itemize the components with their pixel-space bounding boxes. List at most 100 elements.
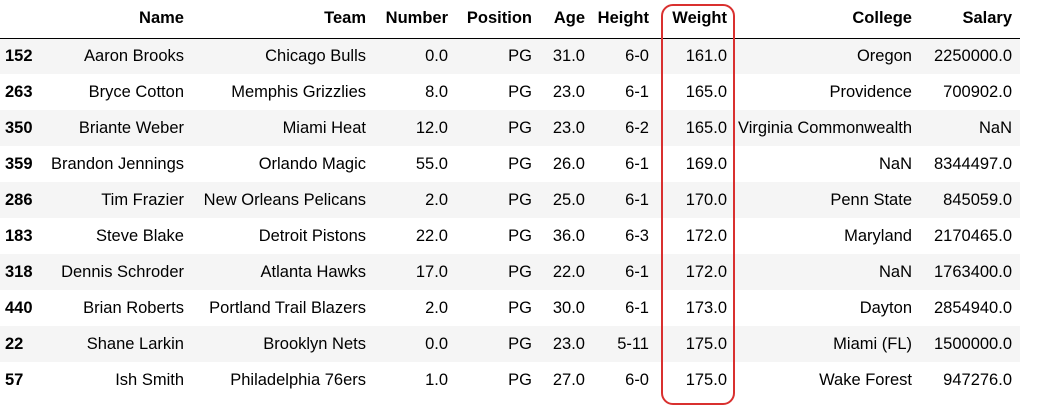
- cell-height: 6-2: [625, 118, 649, 137]
- cell-weight: 165.0: [685, 82, 727, 101]
- cell-position: PG: [508, 190, 532, 209]
- cell-college: Miami (FL): [833, 334, 912, 353]
- table-row: 152 Aaron Brooks Chicago Bulls 0.0 PG 31…: [0, 38, 1020, 74]
- cell-name: Ish Smith: [115, 370, 184, 389]
- cell-name: Tim Frazier: [101, 190, 184, 209]
- cell-height: 6-3: [625, 226, 649, 245]
- cell-position: PG: [508, 370, 532, 389]
- cell-height: 6-1: [625, 262, 649, 281]
- cell-age: 36.0: [552, 226, 585, 245]
- header-age: Age: [540, 0, 593, 39]
- cell-position: PG: [508, 82, 532, 101]
- cell-position: PG: [508, 46, 532, 65]
- header-salary: Salary: [920, 0, 1020, 39]
- table-row: 263 Bryce Cotton Memphis Grizzlies 8.0 P…: [0, 74, 1020, 110]
- cell-team: New Orleans Pelicans: [203, 190, 366, 209]
- table-row: 183 Steve Blake Detroit Pistons 22.0 PG …: [0, 218, 1020, 254]
- row-index: 22: [5, 334, 24, 353]
- cell-weight: 170.0: [685, 190, 727, 209]
- cell-age: 23.0: [552, 82, 585, 101]
- table-header: Name Team Number Position Age Height Wei…: [0, 0, 1020, 39]
- cell-number: 17.0: [415, 262, 448, 281]
- cell-team: Brooklyn Nets: [263, 334, 366, 353]
- cell-name: Steve Blake: [95, 226, 184, 245]
- cell-age: 26.0: [552, 154, 585, 173]
- cell-age: 31.0: [552, 46, 585, 65]
- cell-position: PG: [508, 262, 532, 281]
- cell-salary: 700902.0: [943, 82, 1012, 101]
- cell-age: 30.0: [552, 298, 585, 317]
- cell-age: 27.0: [552, 370, 585, 389]
- cell-position: PG: [508, 334, 532, 353]
- cell-salary: 2250000.0: [934, 46, 1012, 65]
- cell-number: 8.0: [425, 82, 448, 101]
- row-index: 350: [5, 118, 33, 137]
- cell-weight: 175.0: [685, 334, 727, 353]
- cell-name: Dennis Schroder: [61, 262, 184, 281]
- row-index: 359: [5, 154, 33, 173]
- table-row: 57 Ish Smith Philadelphia 76ers 1.0 PG 2…: [0, 362, 1020, 398]
- header-team: Team: [192, 0, 374, 39]
- cell-height: 6-0: [625, 46, 649, 65]
- cell-number: 55.0: [415, 154, 448, 173]
- cell-name: Aaron Brooks: [84, 46, 184, 65]
- cell-salary: 2854940.0: [934, 298, 1012, 317]
- cell-number: 0.0: [425, 334, 448, 353]
- cell-salary: 2170465.0: [934, 226, 1012, 245]
- cell-salary: NaN: [978, 118, 1012, 137]
- header-row: Name Team Number Position Age Height Wei…: [0, 0, 1020, 39]
- dataframe-table-container: Name Team Number Position Age Height Wei…: [0, 0, 1020, 398]
- cell-age: 22.0: [552, 262, 585, 281]
- dataframe-table: Name Team Number Position Age Height Wei…: [0, 0, 1020, 398]
- table-body: 152 Aaron Brooks Chicago Bulls 0.0 PG 31…: [0, 38, 1020, 398]
- cell-team: Orlando Magic: [258, 154, 366, 173]
- table-row: 286 Tim Frazier New Orleans Pelicans 2.0…: [0, 182, 1020, 218]
- cell-position: PG: [508, 226, 532, 245]
- table-row: 350 Briante Weber Miami Heat 12.0 PG 23.…: [0, 110, 1020, 146]
- cell-number: 22.0: [415, 226, 448, 245]
- cell-number: 2.0: [425, 190, 448, 209]
- cell-salary: 8344497.0: [934, 154, 1012, 173]
- cell-name: Bryce Cotton: [88, 82, 184, 101]
- cell-salary: 845059.0: [943, 190, 1012, 209]
- header-height: Height: [593, 0, 657, 39]
- cell-weight: 165.0: [685, 118, 727, 137]
- cell-position: PG: [508, 298, 532, 317]
- cell-height: 5-11: [617, 334, 649, 353]
- header-name: Name: [42, 0, 192, 39]
- cell-age: 23.0: [552, 118, 585, 137]
- cell-age: 25.0: [552, 190, 585, 209]
- cell-college: Providence: [829, 82, 912, 101]
- cell-college: NaN: [878, 262, 912, 281]
- cell-position: PG: [508, 118, 532, 137]
- header-position: Position: [456, 0, 540, 39]
- cell-name: Briante Weber: [78, 118, 184, 137]
- cell-name: Brandon Jennings: [50, 154, 184, 173]
- header-number: Number: [374, 0, 456, 39]
- header-index: [0, 0, 42, 39]
- row-index: 57: [5, 370, 24, 389]
- cell-number: 2.0: [425, 298, 448, 317]
- cell-team: Miami Heat: [282, 118, 366, 137]
- cell-college: Oregon: [856, 46, 912, 65]
- header-weight: Weight: [657, 0, 735, 39]
- table-row: 318 Dennis Schroder Atlanta Hawks 17.0 P…: [0, 254, 1020, 290]
- cell-college: Maryland: [844, 226, 912, 245]
- cell-team: Memphis Grizzlies: [231, 82, 366, 101]
- cell-salary: 947276.0: [943, 370, 1012, 389]
- cell-height: 6-0: [625, 370, 649, 389]
- cell-weight: 161.0: [685, 46, 727, 65]
- table-row: 359 Brandon Jennings Orlando Magic 55.0 …: [0, 146, 1020, 182]
- cell-number: 1.0: [425, 370, 448, 389]
- cell-weight: 175.0: [685, 370, 727, 389]
- cell-height: 6-1: [625, 154, 649, 173]
- row-index: 152: [5, 46, 33, 65]
- cell-college: Virginia Commonwealth: [738, 118, 912, 137]
- cell-weight: 172.0: [685, 226, 727, 245]
- cell-college: Penn State: [830, 190, 912, 209]
- row-index: 286: [5, 190, 33, 209]
- cell-salary: 1500000.0: [934, 334, 1012, 353]
- cell-college: Wake Forest: [819, 370, 912, 389]
- table-row: 440 Brian Roberts Portland Trail Blazers…: [0, 290, 1020, 326]
- cell-name: Shane Larkin: [86, 334, 184, 353]
